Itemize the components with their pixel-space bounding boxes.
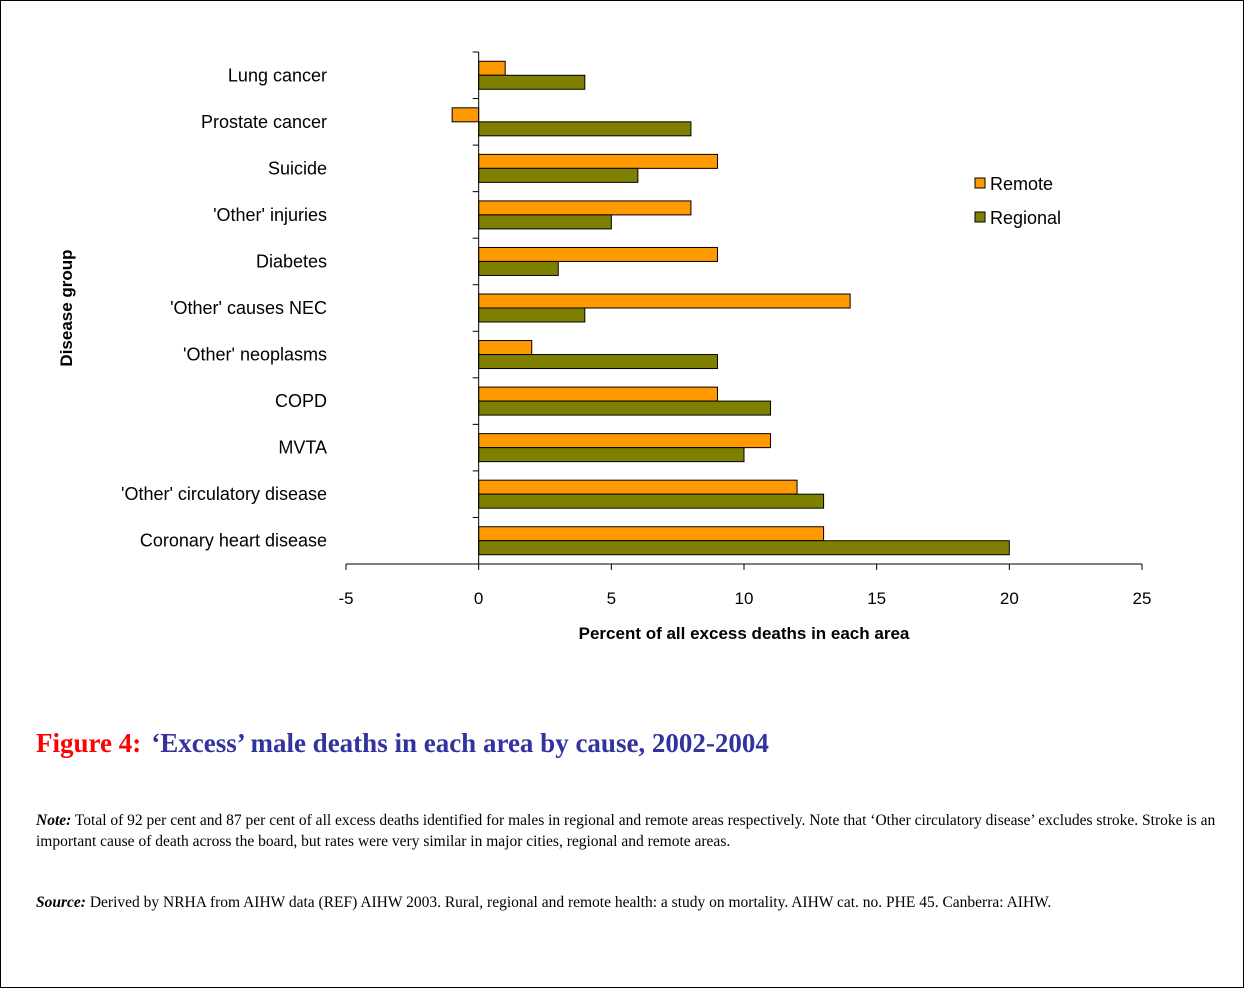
bar-remote-5 xyxy=(478,293,851,309)
category-label: 'Other' causes NEC xyxy=(170,298,327,318)
bar-remote-10 xyxy=(478,526,825,542)
note-paragraph: Note: Total of 92 per cent and 87 per ce… xyxy=(36,810,1226,852)
x-tick-label: 15 xyxy=(867,589,886,608)
bar-remote-2 xyxy=(478,153,718,169)
bar-regional-10 xyxy=(478,540,1010,556)
note-label: Note: xyxy=(36,812,72,829)
category-label: 'Other' neoplasms xyxy=(183,345,327,365)
category-label: MVTA xyxy=(278,438,327,458)
bar-remote-1 xyxy=(451,107,480,123)
bar-remote-0 xyxy=(478,60,506,76)
legend-label-regional: Regional xyxy=(990,208,1061,228)
category-label: Lung cancer xyxy=(228,65,327,85)
bar-regional-8 xyxy=(478,447,745,463)
category-label: Prostate cancer xyxy=(201,112,327,132)
category-label: 'Other' injuries xyxy=(213,205,327,225)
bar-remote-3 xyxy=(478,200,692,216)
figure-caption: Figure 4: ‘Excess’ male deaths in each ar… xyxy=(36,728,769,759)
bar-regional-2 xyxy=(478,167,639,183)
bar-regional-7 xyxy=(478,400,772,416)
note-text: Total of 92 per cent and 87 per cent of … xyxy=(36,812,1216,850)
legend-label-remote: Remote xyxy=(990,174,1053,194)
x-tick-label: 25 xyxy=(1133,589,1152,608)
category-label: COPD xyxy=(275,391,327,411)
category-label: Coronary heart disease xyxy=(140,531,327,551)
bar-remote-4 xyxy=(478,246,718,262)
bar-regional-3 xyxy=(478,214,612,230)
x-tick-label: 0 xyxy=(474,589,483,608)
x-tick-label: -5 xyxy=(338,589,353,608)
category-label: Diabetes xyxy=(256,251,327,271)
category-label: Suicide xyxy=(268,158,327,178)
legend-swatch-regional xyxy=(974,211,986,223)
source-label: Source: xyxy=(36,894,86,911)
bar-regional-6 xyxy=(478,354,718,370)
x-tick-label: 20 xyxy=(1000,589,1019,608)
bar-regional-9 xyxy=(478,493,825,509)
bar-remote-6 xyxy=(478,340,533,356)
bar-chart: Lung cancer Prostate cancer Suicide 'Other'… xyxy=(57,51,1152,643)
figure-label: Figure 4: xyxy=(36,728,142,758)
source-text: Derived by NRHA from AIHW data (REF) AIH… xyxy=(85,894,1052,911)
figure-title: ‘Excess’ male deaths in each area by cau… xyxy=(151,728,769,758)
source-paragraph: Source: Derived by NRHA from AIHW data (… xyxy=(36,892,1226,913)
x-tick-label: 5 xyxy=(607,589,616,608)
bar-regional-4 xyxy=(478,260,559,276)
bar-remote-7 xyxy=(478,386,718,402)
bar-remote-8 xyxy=(478,433,772,449)
y-axis-label: Disease group xyxy=(57,249,76,366)
category-label: 'Other' circulatory disease xyxy=(121,484,327,504)
x-axis-label: Percent of all excess deaths in each are… xyxy=(579,624,910,643)
bar-regional-1 xyxy=(478,121,692,137)
x-tick-label: 10 xyxy=(735,589,754,608)
legend-swatch-remote xyxy=(974,177,986,189)
bar-remote-9 xyxy=(478,479,798,495)
bar-regional-0 xyxy=(478,74,586,90)
bar-regional-5 xyxy=(478,307,586,323)
